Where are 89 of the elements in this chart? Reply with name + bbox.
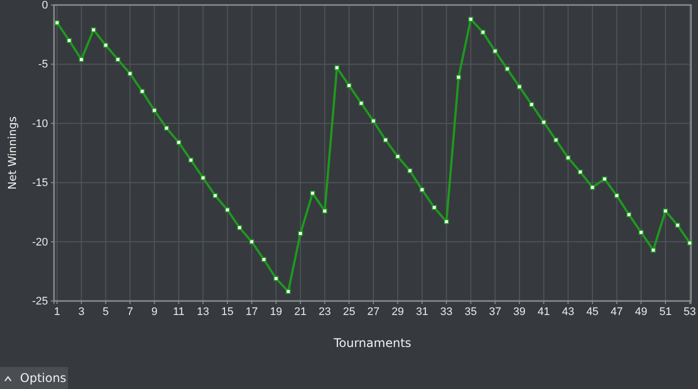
point (504, 66, 510, 72)
y-tick-label: 0 (42, 0, 48, 12)
point (370, 118, 376, 124)
point (322, 208, 328, 214)
x-tick-label: 3 (78, 306, 84, 318)
x-tick-label: 15 (221, 306, 234, 318)
point (638, 230, 644, 235)
point (176, 140, 182, 145)
point (237, 225, 242, 230)
x-tick-label: 23 (318, 306, 331, 318)
point (578, 169, 583, 174)
point (188, 158, 194, 163)
point (407, 168, 412, 174)
x-tick-label: 51 (659, 306, 672, 318)
x-tick-label: 9 (151, 306, 158, 318)
point (590, 184, 595, 190)
x-tick-label: 29 (392, 306, 404, 318)
x-tick-label: 37 (488, 306, 502, 318)
point (480, 30, 486, 35)
point (140, 88, 145, 94)
point (286, 289, 291, 294)
point (249, 239, 254, 244)
point (91, 27, 96, 32)
point (492, 48, 498, 54)
point (553, 137, 558, 142)
point (566, 155, 571, 160)
x-tick-label: 31 (416, 306, 428, 318)
point (383, 137, 388, 142)
point (626, 212, 632, 218)
point (152, 108, 157, 113)
point (224, 207, 230, 212)
x-tick-label: 17 (246, 306, 258, 318)
point (310, 190, 316, 196)
point (420, 187, 425, 192)
x-tick-label: 5 (102, 306, 109, 318)
point (602, 176, 608, 182)
x-tick-label: 41 (538, 306, 550, 318)
x-tick-label: 43 (562, 306, 574, 318)
point (456, 74, 462, 80)
x-tick-label: 39 (513, 306, 526, 318)
point (334, 65, 340, 70)
point (516, 84, 522, 90)
y-tick-label: -15 (32, 177, 48, 190)
y-axis-title: Net Winnings (6, 116, 19, 190)
point (200, 175, 206, 180)
point (346, 83, 352, 88)
point (358, 100, 364, 106)
x-tick-label: 47 (610, 306, 623, 318)
x-tick-label: 13 (196, 306, 210, 318)
point (115, 56, 120, 62)
point (54, 20, 60, 26)
y-tick-label: -20 (32, 236, 48, 248)
point (395, 154, 400, 160)
x-tick-label: 19 (270, 306, 282, 318)
x-tick-label: 33 (440, 306, 453, 318)
x-tick-label: 27 (367, 306, 380, 318)
text: Options (20, 371, 66, 385)
point (103, 42, 108, 48)
point (432, 204, 437, 210)
x-tick-label: 35 (464, 306, 477, 318)
x-tick-label: 25 (342, 306, 356, 318)
point (529, 102, 534, 107)
point (128, 71, 133, 76)
y-tick-label: -25 (32, 296, 48, 308)
x-tick-label: 7 (126, 306, 134, 318)
point (662, 208, 668, 214)
x-tick-label: 11 (173, 306, 184, 318)
point (274, 276, 279, 282)
x-tick-label: 21 (294, 306, 307, 318)
point (298, 231, 303, 236)
point (212, 193, 218, 198)
point (66, 38, 72, 44)
point (687, 240, 692, 246)
point (675, 222, 680, 228)
point (541, 120, 546, 125)
point (614, 193, 620, 198)
x-tick-label: 1 (54, 306, 60, 318)
point (78, 56, 84, 62)
point (468, 16, 474, 22)
x-tick-label: 53 (684, 306, 696, 318)
x-tick-label: 45 (586, 306, 599, 318)
x-tick-label: 49 (634, 306, 648, 318)
point (261, 257, 266, 262)
point (650, 248, 656, 253)
x-axis-title: Tournaments (332, 336, 412, 350)
point (444, 219, 449, 224)
y-tick-label: -10 (32, 118, 48, 130)
point (164, 126, 170, 131)
y-tick-label: -5 (38, 58, 48, 71)
